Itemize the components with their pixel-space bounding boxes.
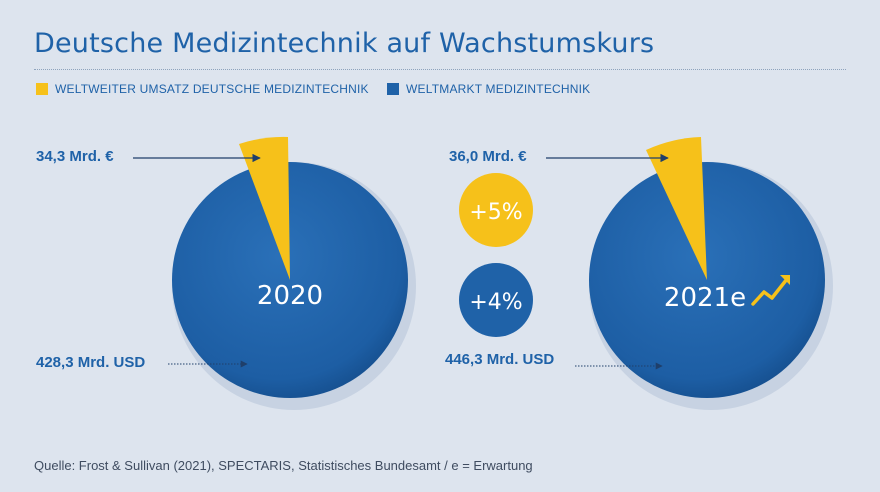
pie-2021e-year-label: 2021e: [664, 283, 746, 313]
pie-2020-year-label: 2020: [257, 281, 323, 311]
value-label-german-2020: 34,3 Mrd. €: [36, 148, 114, 165]
pie-2020-slice-german: [239, 136, 290, 280]
growth-badge-world: +4%: [459, 263, 533, 337]
value-label-world-2020: 428,3 Mrd. USD: [36, 354, 145, 371]
legend-swatch-world: [387, 83, 399, 95]
pie-2020: 2020: [172, 136, 416, 410]
growth-trend-icon: [751, 277, 789, 306]
legend-item-german: WELTWEITER UMSATZ DEUTSCHE MEDIZINTECHNI…: [36, 82, 369, 96]
growth-german-label: +5%: [469, 200, 522, 225]
growth-badge-german: +5%: [459, 173, 533, 247]
value-label-world-2021e: 446,3 Mrd. USD: [445, 351, 554, 368]
growth-world-label: +4%: [469, 290, 522, 315]
title-divider: [34, 69, 846, 70]
legend-label-german: WELTWEITER UMSATZ DEUTSCHE MEDIZINTECHNI…: [55, 82, 369, 96]
legend-swatch-german: [36, 83, 48, 95]
pie-2021e-slice-german: [646, 137, 707, 280]
pie-2021e: 2021e: [589, 137, 833, 410]
source-note: Quelle: Frost & Sullivan (2021), SPECTAR…: [34, 458, 533, 473]
legend-label-world: WELTMARKT MEDIZINTECHNIK: [406, 82, 591, 96]
legend-item-world: WELTMARKT MEDIZINTECHNIK: [387, 82, 590, 96]
growth-trend-arrowhead-icon: [780, 275, 790, 285]
value-label-german-2021e: 36,0 Mrd. €: [449, 148, 527, 165]
chart-title: Deutsche Medizintechnik auf Wachstumskur…: [34, 28, 655, 59]
